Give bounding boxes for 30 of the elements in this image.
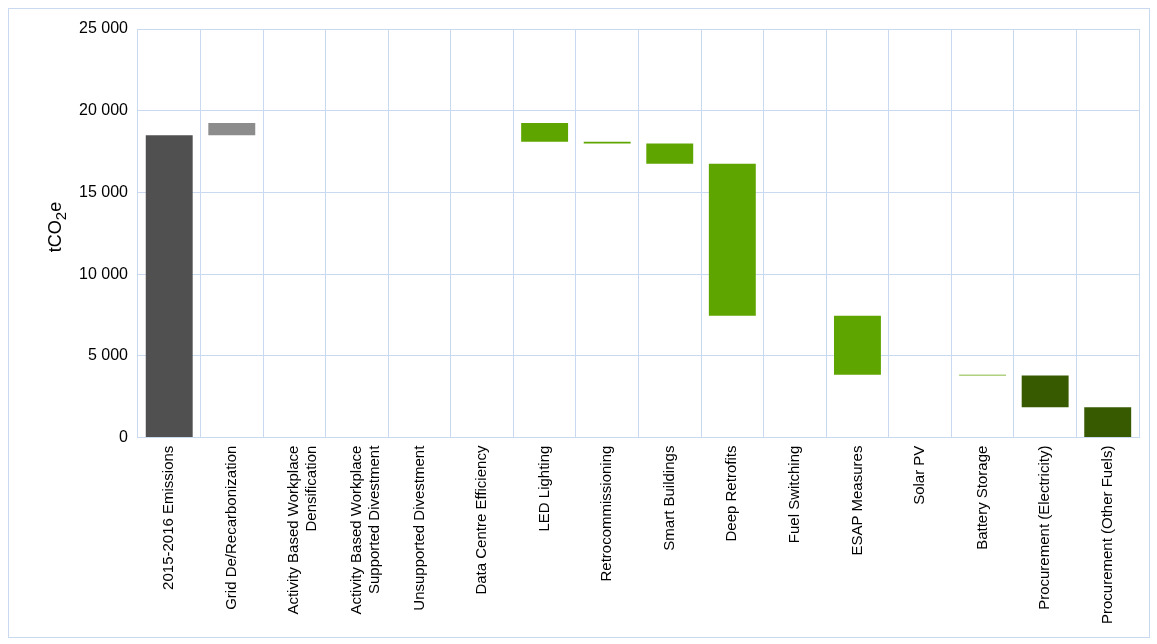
y-tick-label: 15 000 [79,182,129,200]
x-tick-label: Activity Based Workplace Supported Divestment [347,444,383,615]
bar [646,143,694,164]
x-tick-label: Data Centre Efficiency [472,445,490,595]
x-tick-label: Unsupported Divestment [409,444,427,611]
bar [708,163,756,316]
y-tick-label: 5 000 [87,346,129,364]
x-tick-label: 2015-2016 Emissions [159,445,177,590]
bar [833,315,881,375]
x-tick-label: Deep Retrofits [722,445,740,542]
bar [145,135,193,438]
x-tick-label: Retrocommissioning [597,445,615,582]
y-tick-label: 10 000 [79,264,129,282]
x-tick-label: Battery Storage [972,445,990,550]
bar [208,122,256,136]
bar [521,122,569,142]
x-tick-label: Smart Buildings [659,445,677,551]
y-tick-label: 0 [119,428,129,446]
y-tick-label: 20 000 [79,101,129,119]
x-tick-label: Solar PV [910,445,928,505]
bar [1084,407,1132,438]
x-tick-label: Fuel Switching [785,445,803,544]
y-tick-label: 25 000 [79,19,129,37]
x-tick-label: ESAP Measures [847,445,865,556]
x-tick-label: Procurement (Other Fuels) [1097,445,1115,624]
x-tick-label: Grid De/Recarbonization [221,445,239,610]
bar [1021,375,1069,408]
x-tick-label: Procurement (Electricity) [1035,445,1053,610]
x-tick-label: Activity Based Workplace Densification [284,445,320,615]
x-tick-label: LED Lighting [534,445,552,532]
